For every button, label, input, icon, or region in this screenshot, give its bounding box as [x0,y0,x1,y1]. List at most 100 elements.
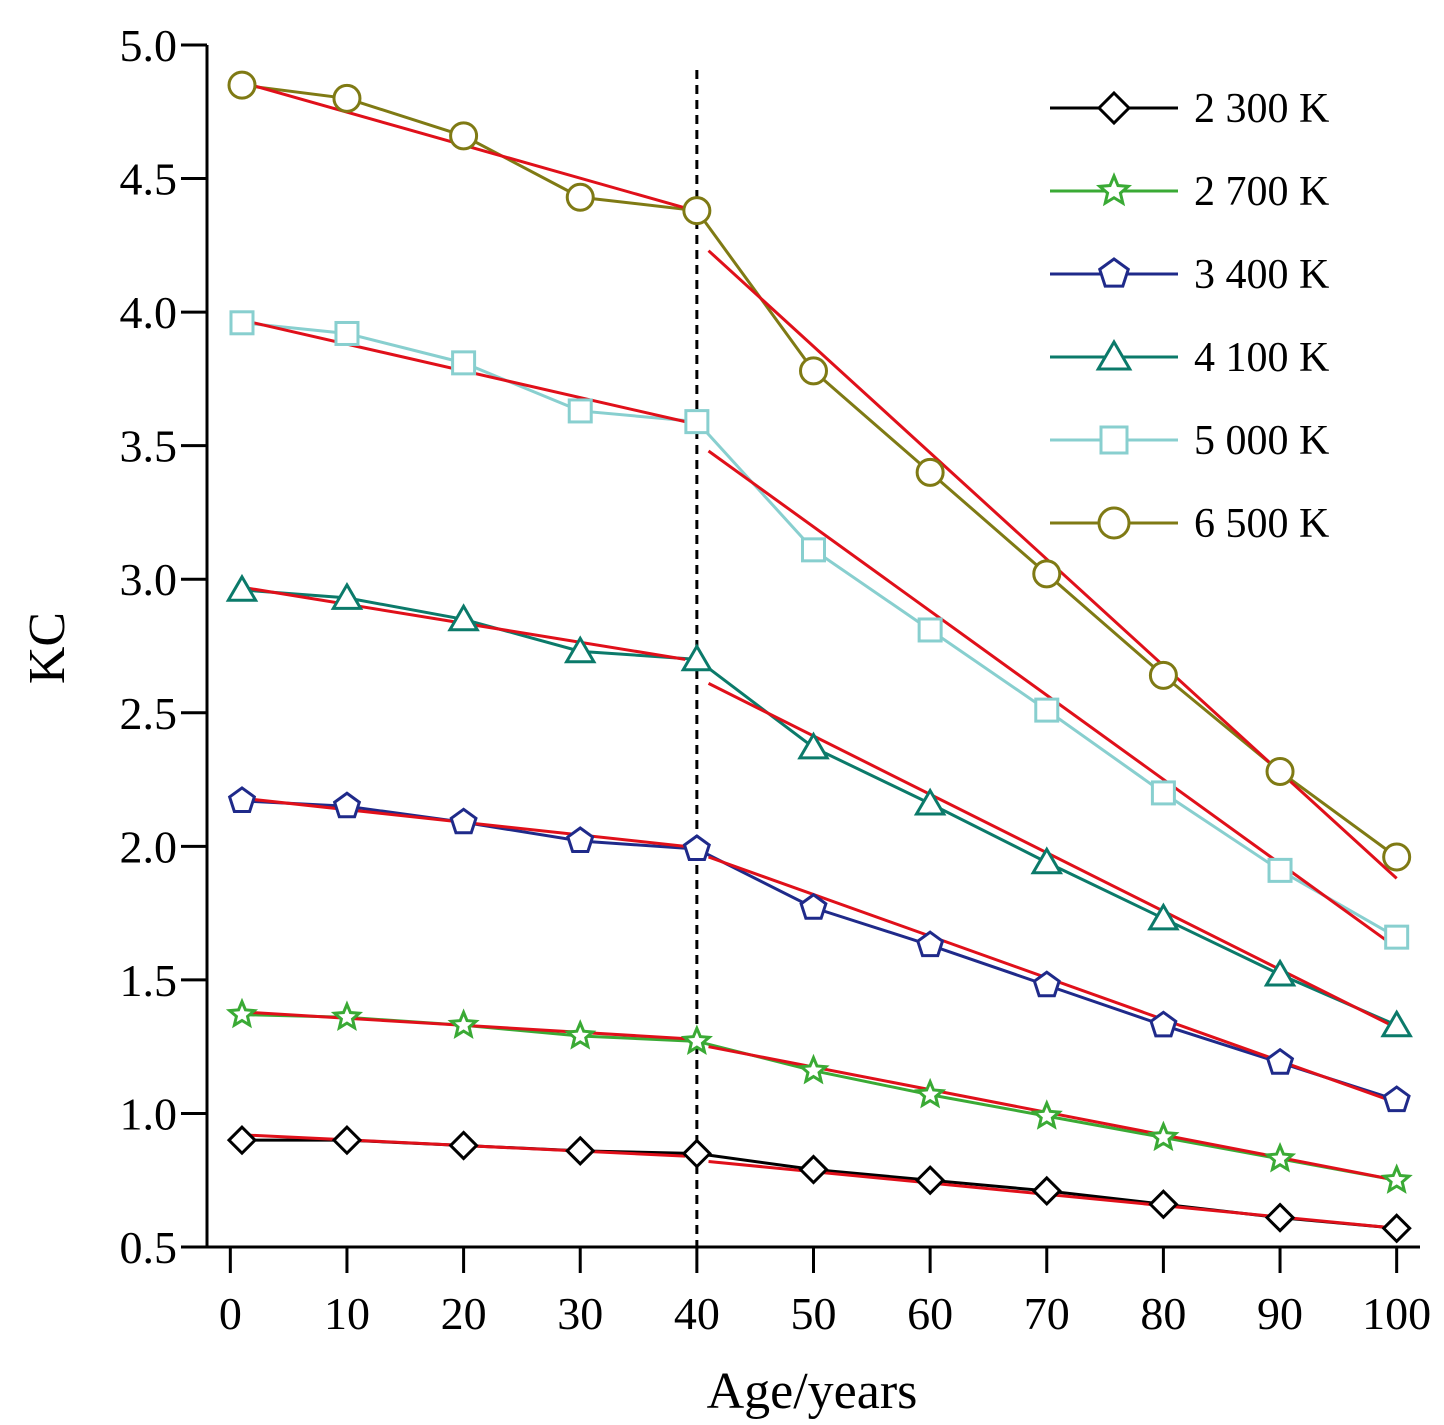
legend-item: 2 300 K [1050,86,1329,132]
x-tick-label: 10 [324,1288,370,1339]
data-point-diamond [1264,1202,1296,1233]
x-tick-label: 30 [557,1288,603,1339]
legend-marker-triangle-icon [1095,339,1133,371]
data-point-pentagon [566,826,595,854]
data-point-square [1384,924,1410,950]
y-tick-label: 3.5 [120,421,178,472]
legend-label: 3 400 K [1194,252,1329,298]
data-point-star [1263,1141,1297,1173]
y-tick-label: 4.0 [120,287,178,338]
markers [225,70,1413,1244]
data-point-square [684,409,710,435]
x-tick-label: 40 [674,1288,720,1339]
legend-marker-diamond-icon [1096,90,1132,126]
legend-marker-circle-icon [1097,506,1131,540]
x-tick-label: 50 [791,1288,837,1339]
data-point-square [1034,697,1060,723]
x-tick-label: 60 [907,1288,953,1339]
legend-label: 2 700 K [1194,169,1329,215]
data-point-square [334,320,360,346]
legend-label: 6 500 K [1194,501,1329,547]
legend-marker-star-icon [1096,172,1132,207]
data-point-diamond [798,1154,829,1185]
legend-label: 2 300 K [1194,86,1329,132]
data-point-triangle [680,643,714,672]
legend-label: 4 100 K [1194,335,1329,381]
legend-item: 2 700 K [1050,169,1329,215]
data-point-diamond [1148,1189,1179,1220]
legend-label: 5 000 K [1194,418,1329,464]
data-point-circle [1265,757,1295,787]
data-point-diamond [915,1165,946,1196]
data-point-triangle [1380,1009,1413,1038]
data-point-triangle [913,787,947,816]
legend: 2 300 K 2 700 K 3 400 K 4 100 K 5 000 K 6 500… [1050,86,1329,547]
data-point-triangle [330,581,364,610]
data-point-triangle [1263,958,1297,987]
data-point-triangle [1147,902,1180,931]
data-point-circle [565,182,595,212]
series-pentagon [241,799,1398,1102]
data-point-circle [449,121,479,151]
series-triangle [241,588,1398,1027]
data-point-pentagon [227,786,257,813]
data-point-diamond [331,1125,363,1156]
data-point-star [330,1000,364,1031]
y-tick-label: 0.5 [120,1222,178,1273]
data-point-diamond [565,1135,596,1166]
x-tick-label: 20 [441,1288,487,1339]
data-point-pentagon [1149,1010,1178,1038]
data-point-square [451,350,477,376]
legend-marker-square-icon [1099,425,1129,455]
data-point-square [801,537,826,563]
legend-item: 3 400 K [1050,252,1329,298]
data-point-star [1147,1120,1180,1152]
data-point-pentagon [332,791,362,819]
data-point-diamond [1031,1175,1062,1207]
series-square [241,321,1398,939]
data-point-square [1150,780,1176,806]
data-point-pentagon [1382,1085,1411,1113]
series-line-pentagon [241,799,1398,1102]
data-point-pentagon [449,807,478,835]
data-point-pentagon [1265,1047,1295,1075]
x-tick-label: 0 [219,1288,242,1339]
data-point-diamond [681,1138,712,1169]
data-point-star [797,1053,830,1085]
y-tick-label: 2.0 [120,821,178,872]
data-point-star [225,997,259,1029]
data-point-triangle [797,731,830,760]
axes: 0.5 1.0 1.5 2.0 2.5 3.0 3.5 4.0 4.5 5.0 0 10 20 30 40 5… [120,20,1432,1339]
legend-item: 4 100 K [1050,335,1329,381]
data-point-pentagon [799,892,828,920]
legend-marker-pentagon-icon [1097,257,1131,288]
data-point-square [567,398,593,424]
y-tick-label: 1.0 [120,1088,178,1139]
data-point-circle [682,196,712,226]
data-point-pentagon [682,834,711,862]
x-tick-label: 70 [1024,1288,1070,1339]
y-axis-title: KC [19,612,76,684]
data-point-pentagon [916,930,945,958]
data-point-triangle [447,603,480,632]
data-point-circle [915,457,945,487]
data-point-square [229,310,255,336]
x-tick-label: 90 [1257,1288,1303,1339]
data-point-star [447,1008,480,1039]
data-point-star [564,1019,597,1050]
series-diamond [241,1138,1397,1230]
data-point-triangle [225,573,259,602]
x-tick-label: 80 [1140,1288,1186,1339]
legend-item: 5 000 K [1050,418,1329,464]
series-line-diamond [241,1138,1397,1230]
data-point-diamond [226,1125,258,1156]
data-point-circle [227,70,257,100]
x-tick-label: 100 [1362,1288,1431,1339]
data-point-diamond [1381,1213,1412,1244]
data-point-triangle [563,635,597,664]
data-point-star [1030,1099,1063,1130]
data-point-circle [1032,559,1062,589]
y-tick-label: 2.5 [120,688,178,739]
y-tick-label: 5.0 [120,20,178,71]
